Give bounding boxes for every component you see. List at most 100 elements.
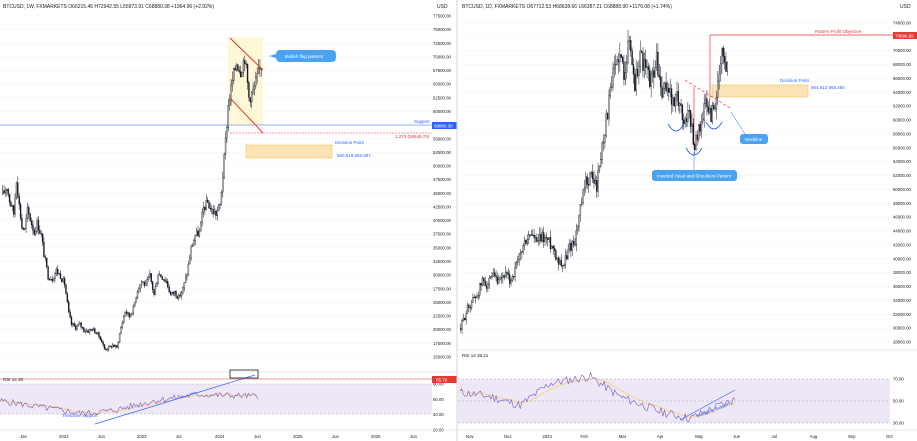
price-tick-label: 46000.00 — [893, 215, 912, 220]
candle-body — [194, 235, 196, 241]
candle-body — [121, 322, 124, 328]
candle-body — [642, 52, 644, 71]
candle-body — [638, 66, 640, 77]
candle-body — [518, 253, 520, 260]
candle-body — [156, 282, 158, 287]
candle-body — [479, 283, 481, 296]
candle-body — [514, 266, 516, 278]
price-tick-label: 17500.00 — [433, 341, 452, 346]
time-tick-label: 2023 — [137, 434, 147, 439]
left-rsi-box — [229, 369, 259, 379]
candle-body — [601, 142, 603, 160]
candle-body — [8, 194, 11, 203]
candle-body — [630, 40, 632, 51]
candle-body — [249, 97, 251, 103]
candle-body — [21, 218, 23, 229]
candle-body — [541, 232, 543, 242]
left-price-badge-text: 68880.38 — [434, 124, 453, 129]
candle-body — [110, 345, 113, 348]
candle-body — [25, 218, 27, 229]
candle-body — [143, 282, 146, 286]
candle-body — [128, 312, 130, 318]
candle-body — [710, 108, 712, 122]
candle-body — [692, 123, 694, 145]
candle-body — [676, 91, 678, 96]
candle-body — [585, 176, 587, 188]
candle-body — [489, 276, 492, 279]
candle-body — [40, 233, 42, 235]
candle-body — [105, 348, 107, 350]
time-tick-label: Dec — [504, 434, 512, 439]
price-tick-label: 56000.00 — [893, 145, 912, 150]
candle-body — [528, 234, 530, 241]
candle-body — [135, 297, 137, 303]
candle-body — [605, 112, 607, 136]
candle-body — [461, 320, 463, 330]
left-panel: BTCUSD, 1W, FXMARKETS O66215.46 H72942.5… — [0, 0, 457, 441]
candle-body — [2, 190, 4, 195]
candle-body — [685, 118, 688, 122]
target-label: Pattern Profit Objective — [815, 29, 862, 34]
candle-body — [50, 279, 52, 281]
candle-body — [209, 208, 212, 210]
left-header: BTCUSD, 1W, FXMARKETS O66215.46 H72942.5… — [3, 4, 214, 10]
candle-body — [74, 325, 77, 330]
candle-body — [556, 257, 558, 260]
candle-body — [606, 112, 609, 120]
candle-body — [76, 325, 78, 330]
price-tick-label: 62000.00 — [893, 104, 912, 109]
candle-body — [651, 70, 654, 75]
price-tick-label: 50000.00 — [433, 164, 452, 169]
candle-body — [551, 246, 553, 250]
bull-flag-text: Bullish flag pattern! — [285, 54, 323, 59]
candle-body — [571, 241, 573, 251]
candle-body — [99, 336, 102, 341]
candle-body — [216, 210, 218, 216]
candle-body — [582, 189, 584, 203]
price-tick-label: 67500.00 — [433, 68, 452, 73]
candle-body — [504, 272, 507, 278]
candle-body — [548, 237, 550, 240]
right-rsi-trendline — [679, 389, 736, 421]
candle-body — [502, 275, 504, 278]
candle-body — [661, 86, 663, 98]
right-decision-range: 564.612 565.484 — [811, 85, 845, 90]
candle-body — [538, 234, 541, 241]
candle-body — [120, 327, 122, 335]
time-tick-label: Jun — [332, 434, 340, 439]
candle-body — [655, 51, 658, 68]
candle-body — [85, 330, 88, 332]
candle-body — [179, 294, 181, 297]
candle-body — [131, 313, 133, 315]
price-tick-label: 52000.00 — [893, 173, 912, 178]
price-tick-label: 60000.00 — [433, 109, 452, 114]
price-tick-label: 27500.00 — [433, 286, 452, 291]
candle-body — [476, 295, 478, 299]
bull-flag-callout — [269, 50, 336, 62]
candle-body — [70, 316, 73, 325]
candle-body — [465, 313, 467, 321]
time-tick-label: May — [695, 434, 704, 439]
candle-body — [187, 263, 190, 275]
candle-body — [560, 260, 563, 267]
candle-body — [688, 110, 690, 112]
candle-body — [29, 213, 31, 222]
neckline — [684, 79, 731, 109]
price-tick-label: 77500.00 — [433, 14, 452, 19]
candle-body — [612, 68, 614, 88]
candle-body — [522, 245, 524, 252]
candle-body — [222, 177, 224, 193]
candle-body — [532, 234, 534, 237]
candle-body — [578, 214, 580, 227]
candle-body — [183, 282, 185, 289]
rsi-ma-line — [459, 378, 736, 418]
price-tick-label: 15000.00 — [433, 355, 452, 360]
left-rsi-trend-label: Trendline Support — [62, 413, 98, 418]
price-tick-label: 30000.00 — [433, 273, 452, 278]
price-tick-label: 22500.00 — [433, 314, 452, 319]
candle-body — [48, 278, 51, 281]
candle-body — [81, 326, 84, 329]
candle-body — [662, 88, 665, 98]
price-tick-label: 25000.00 — [433, 300, 452, 305]
candle-body — [109, 345, 111, 347]
